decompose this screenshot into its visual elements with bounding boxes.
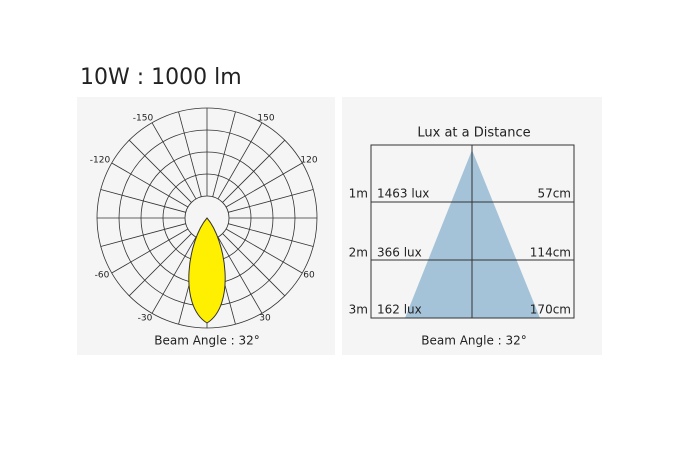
polar-spoke <box>100 223 186 247</box>
polar-spoke <box>225 162 303 208</box>
angle-label: -120 <box>90 156 111 166</box>
lux-rows: 1m 1463 lux 57cm 2m 366 lux 114cm 3m 162 lux 170… <box>349 187 571 317</box>
polar-spoke <box>151 122 197 200</box>
beam-shape <box>188 217 226 324</box>
angle-label: -60 <box>95 271 110 281</box>
beam-width: 57cm <box>537 187 571 201</box>
angle-label: -30 <box>138 314 153 324</box>
lux-value: 366 lux <box>377 246 422 260</box>
polar-spoke <box>100 189 186 213</box>
angle-label: -150 <box>133 114 154 124</box>
lux-caption: Beam Angle : 32° <box>421 334 527 348</box>
polar-caption: Beam Angle : 32° <box>154 334 260 348</box>
polar-spoke <box>222 233 286 297</box>
polar-spoke <box>225 228 303 274</box>
beam-width: 170cm <box>530 303 571 317</box>
angle-label: 60 <box>303 271 315 281</box>
lux-title: Lux at a Distance <box>417 126 530 141</box>
lux-value: 162 lux <box>377 303 422 317</box>
angle-label: 30 <box>259 314 271 324</box>
polar-spoke <box>228 189 314 213</box>
page-title: 10W : 1000 lm <box>80 65 242 90</box>
distance-label: 1m <box>349 187 368 201</box>
angle-label: 150 <box>257 114 274 124</box>
polar-spoke <box>222 139 286 203</box>
polar-spoke <box>111 228 189 274</box>
polar-spoke <box>228 223 314 247</box>
polar-spoke <box>217 236 263 314</box>
distance-label: 2m <box>349 246 368 260</box>
polar-spoke <box>111 162 189 208</box>
polar-spoke <box>128 233 192 297</box>
beam-width: 114cm <box>530 246 571 260</box>
polar-spoke <box>217 122 263 200</box>
distance-label: 3m <box>349 303 368 317</box>
polar-spoke <box>128 139 192 203</box>
polar-spoke <box>212 111 236 197</box>
polar-spoke <box>178 111 202 197</box>
polar-spoke <box>151 236 197 314</box>
angle-label: 120 <box>300 156 317 166</box>
lux-value: 1463 lux <box>377 187 429 201</box>
